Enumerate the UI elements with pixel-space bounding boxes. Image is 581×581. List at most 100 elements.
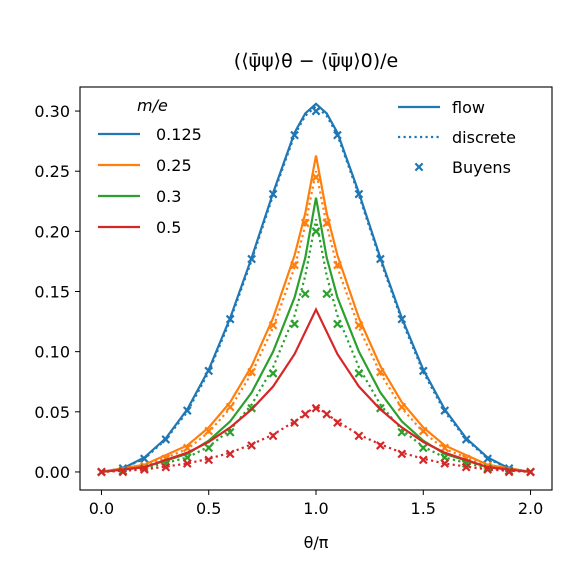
y-tick-label: 0.00	[34, 463, 70, 482]
x-axis-label: θ/π	[304, 533, 329, 552]
buyens-point	[290, 319, 299, 329]
buyens-point	[322, 289, 332, 299]
x-tick-label: 1.0	[303, 499, 328, 518]
buyens-point	[333, 418, 342, 428]
buyens-point	[268, 189, 278, 199]
y-tick-label: 0.20	[34, 222, 70, 241]
series-0.125	[97, 102, 535, 477]
discrete-line	[101, 170, 531, 474]
buyens-point	[225, 402, 235, 412]
legend-style: flow discrete Buyens	[398, 98, 516, 177]
flow-line	[101, 307, 531, 474]
buyens-point	[300, 289, 310, 299]
buyens-point	[247, 441, 257, 450]
buyens-point	[322, 409, 332, 419]
y-tick-label: 0.05	[34, 403, 70, 422]
buyens-point	[204, 455, 214, 465]
buyens-point	[322, 218, 332, 228]
buyens-point	[333, 260, 342, 270]
buyens-point	[290, 130, 299, 140]
buyens-point	[118, 467, 128, 477]
plot-frame	[79, 86, 553, 491]
buyens-point	[182, 406, 192, 415]
legend-style-label: discrete	[452, 128, 516, 147]
flow-line	[101, 155, 531, 474]
buyens-point	[182, 459, 192, 468]
x-tick-label: 2.0	[518, 499, 543, 518]
flow-line	[101, 197, 531, 474]
buyens-point	[354, 368, 364, 378]
buyens-point	[397, 402, 407, 412]
buyens-point	[161, 435, 171, 444]
x-tick-label: 0.5	[196, 499, 221, 518]
buyens-point	[247, 254, 257, 264]
discrete-line	[101, 104, 531, 474]
buyens-point	[139, 454, 149, 464]
buyens-point	[461, 462, 471, 472]
buyens-point	[504, 467, 514, 477]
buyens-point	[311, 172, 321, 182]
buyens-point	[418, 443, 428, 453]
buyens-point	[397, 449, 407, 459]
buyens-point	[268, 320, 278, 330]
buyens-point	[290, 260, 299, 270]
buyens-point	[225, 314, 235, 324]
buyens-point	[354, 189, 364, 199]
buyens-point	[333, 319, 342, 329]
legend-mass-label: 0.25	[156, 156, 192, 175]
buyens-point	[440, 406, 450, 415]
buyens-point	[268, 431, 278, 441]
buyens-point	[300, 409, 310, 419]
buyens-point	[139, 465, 149, 474]
discrete-line	[101, 219, 531, 474]
y-tick-label: 0.10	[34, 343, 70, 362]
buyens-point	[418, 455, 428, 465]
flow-line	[101, 102, 531, 474]
buyens-point	[204, 426, 214, 436]
x-tick-label: 1.5	[411, 499, 436, 518]
buyens-point	[290, 418, 299, 428]
plot-area	[97, 102, 535, 477]
buyens-point	[418, 426, 428, 436]
buyens-point	[440, 459, 450, 468]
buyens-point	[397, 314, 407, 324]
chart-title: (⟨ψ̄ψ⟩θ − ⟨ψ̄ψ⟩0)/e	[234, 50, 398, 72]
legend-mass: m/e 0.125 0.25 0.3 0.5	[98, 96, 202, 237]
buyens-point	[526, 467, 535, 477]
legend-mass-label: 0.125	[156, 125, 202, 144]
buyens-point	[333, 130, 342, 140]
x-axis: 0.0 0.5 1.0 1.5 2.0	[89, 490, 543, 518]
legend-mass-label: 0.5	[156, 218, 181, 237]
buyens-point	[311, 106, 321, 116]
buyens-point	[418, 366, 428, 376]
y-axis: 0.00 0.05 0.10 0.15 0.20 0.25 0.30	[34, 102, 80, 482]
legend-mass-title: m/e	[137, 96, 168, 115]
buyens-point	[461, 435, 471, 444]
buyens-point	[311, 403, 321, 413]
buyens-point	[97, 467, 106, 477]
series-0.5	[97, 307, 535, 477]
legend-style-label: flow	[452, 98, 485, 117]
buyens-point	[483, 465, 493, 474]
buyens-point	[247, 367, 257, 377]
buyens-point	[161, 462, 171, 472]
buyens-point	[375, 441, 385, 450]
legend-buyens-swatch	[414, 162, 424, 172]
buyens-point	[354, 431, 364, 441]
buyens-point	[268, 368, 278, 378]
x-tick-label: 0.0	[89, 499, 114, 518]
legend-style-label: Buyens	[452, 158, 511, 177]
buyens-point	[300, 218, 310, 228]
series-0.3	[97, 197, 535, 477]
buyens-point	[204, 366, 214, 376]
buyens-point	[225, 449, 235, 459]
buyens-point	[311, 226, 321, 236]
legend-mass-label: 0.3	[156, 187, 181, 206]
buyens-point	[354, 320, 364, 330]
buyens-point	[375, 254, 385, 264]
y-tick-label: 0.15	[34, 283, 70, 302]
buyens-point	[375, 367, 385, 377]
buyens-point	[204, 443, 214, 453]
y-tick-label: 0.30	[34, 102, 70, 121]
